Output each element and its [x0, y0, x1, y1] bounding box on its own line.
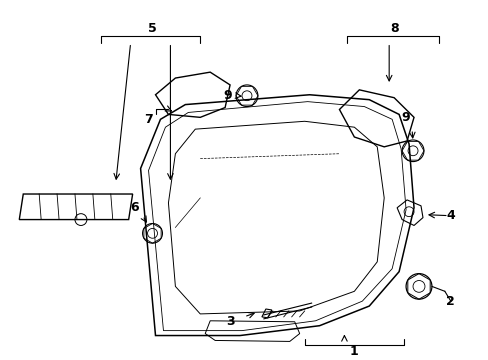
Text: 4: 4 [446, 209, 454, 222]
Text: 8: 8 [389, 22, 398, 35]
Text: 9: 9 [401, 111, 409, 124]
Text: 1: 1 [349, 345, 358, 358]
Text: 5: 5 [148, 22, 157, 35]
Text: 7: 7 [144, 113, 153, 126]
Text: 9: 9 [224, 89, 232, 102]
Text: 3: 3 [225, 315, 234, 328]
Text: 2: 2 [446, 294, 454, 308]
Text: 6: 6 [130, 201, 139, 214]
